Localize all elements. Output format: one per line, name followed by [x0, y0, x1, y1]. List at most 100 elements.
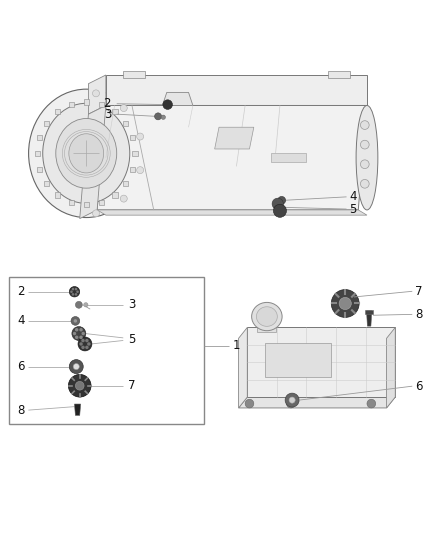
Bar [257, 314, 276, 332]
Text: 2: 2 [18, 285, 25, 298]
Circle shape [278, 197, 286, 204]
Polygon shape [74, 404, 81, 415]
Bar [84, 99, 89, 104]
Ellipse shape [28, 89, 144, 217]
Ellipse shape [360, 140, 369, 149]
Text: 7: 7 [415, 285, 422, 298]
Ellipse shape [356, 106, 378, 210]
Circle shape [81, 345, 85, 349]
Circle shape [75, 288, 78, 290]
Circle shape [72, 293, 74, 296]
Bar [69, 199, 74, 205]
Circle shape [84, 303, 88, 307]
Bar [123, 181, 128, 186]
Polygon shape [97, 210, 367, 215]
Circle shape [286, 399, 295, 408]
Circle shape [78, 337, 92, 351]
Polygon shape [215, 127, 254, 149]
Bar [9, 277, 204, 424]
Bar [99, 102, 104, 107]
Circle shape [285, 393, 299, 407]
Circle shape [163, 100, 173, 109]
Polygon shape [247, 327, 395, 397]
Ellipse shape [360, 160, 369, 168]
Circle shape [72, 288, 74, 290]
Bar [55, 109, 60, 115]
Polygon shape [271, 154, 306, 162]
Bar [37, 167, 42, 172]
Bar [35, 151, 40, 156]
Bar [112, 192, 117, 198]
Circle shape [85, 339, 88, 342]
Ellipse shape [92, 210, 99, 217]
Text: 8: 8 [415, 308, 422, 321]
Ellipse shape [137, 167, 144, 174]
Polygon shape [239, 327, 247, 408]
Ellipse shape [69, 134, 104, 173]
Text: 7: 7 [128, 379, 136, 392]
Circle shape [72, 327, 86, 341]
Bar [130, 167, 135, 172]
Circle shape [331, 289, 359, 318]
Text: 2: 2 [103, 97, 111, 110]
Bar [132, 151, 138, 156]
Circle shape [75, 336, 78, 339]
Bar [123, 120, 128, 126]
Circle shape [75, 293, 78, 296]
Circle shape [79, 336, 83, 339]
Text: 3: 3 [128, 298, 136, 311]
Circle shape [76, 290, 79, 293]
Bar [365, 310, 373, 314]
Circle shape [289, 397, 295, 403]
Circle shape [81, 332, 85, 335]
Circle shape [75, 382, 84, 390]
Bar [69, 102, 74, 107]
Ellipse shape [56, 118, 117, 188]
Circle shape [69, 360, 83, 374]
Text: 3: 3 [104, 108, 111, 120]
Ellipse shape [256, 307, 277, 326]
Polygon shape [80, 106, 106, 219]
Bar [55, 192, 60, 198]
Polygon shape [106, 75, 367, 106]
Text: 5: 5 [128, 333, 136, 346]
Polygon shape [239, 397, 395, 408]
Bar [44, 120, 49, 126]
Circle shape [74, 319, 77, 322]
Text: 6: 6 [415, 379, 422, 393]
Ellipse shape [120, 195, 127, 202]
Ellipse shape [120, 104, 127, 111]
Text: 4: 4 [18, 314, 25, 327]
Bar [99, 199, 104, 205]
Bar [112, 109, 117, 115]
Bar [123, 71, 145, 78]
Circle shape [87, 342, 91, 346]
Text: 1: 1 [233, 339, 240, 352]
Circle shape [85, 345, 88, 349]
Circle shape [75, 328, 78, 332]
Bar [44, 181, 49, 186]
Circle shape [79, 328, 83, 332]
Polygon shape [97, 106, 367, 210]
Polygon shape [367, 311, 372, 326]
Circle shape [68, 375, 91, 397]
Circle shape [155, 113, 162, 120]
Circle shape [273, 204, 286, 217]
Bar [84, 202, 89, 207]
Circle shape [79, 342, 83, 346]
Circle shape [70, 290, 73, 293]
Bar [265, 343, 331, 377]
Text: 5: 5 [350, 203, 357, 215]
Ellipse shape [252, 302, 282, 330]
Circle shape [71, 317, 80, 325]
Circle shape [161, 115, 166, 119]
Circle shape [69, 287, 80, 297]
Text: 4: 4 [350, 190, 357, 204]
Circle shape [73, 364, 79, 370]
Polygon shape [162, 92, 193, 106]
Ellipse shape [360, 120, 369, 130]
Circle shape [81, 339, 85, 342]
Bar [37, 135, 42, 140]
Bar [328, 71, 350, 78]
Text: 8: 8 [18, 403, 25, 417]
